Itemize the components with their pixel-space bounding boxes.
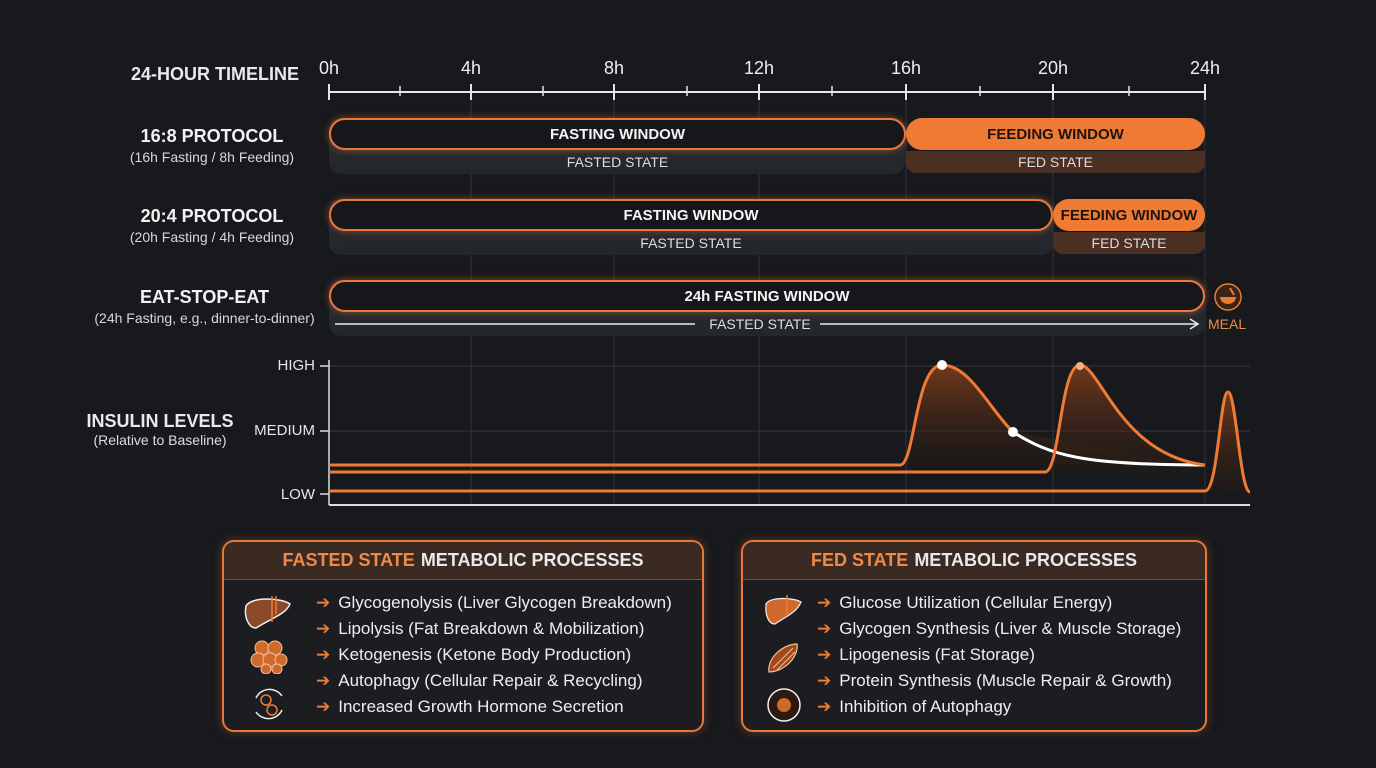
list-item: ➔ Increased Growth Hormone Secretion <box>316 694 672 720</box>
title-accent: FASTED STATE <box>282 550 415 570</box>
fat-cells-icon <box>250 640 288 674</box>
tick-12h: 12h <box>743 58 775 78</box>
arrow-right-icon: ➔ <box>316 593 331 612</box>
list-item: ➔ Protein Synthesis (Muscle Repair & Grow… <box>817 668 1181 694</box>
tick-16h: 16h <box>890 58 922 78</box>
fasted-state: FASTED STATE <box>709 316 811 332</box>
decay-marker <box>1008 427 1018 437</box>
list-item: ➔ Lipogenesis (Fat Storage) <box>817 642 1181 668</box>
protocol-title: 16:8 PROTOCOL <box>140 126 284 146</box>
tick-0h: 0h <box>318 58 340 78</box>
protocol-subtitle: (24h Fasting, e.g., dinner-to-dinner) <box>94 310 315 326</box>
timeline-title: 24-HOUR TIMELINE <box>130 64 299 84</box>
protocol-subtitle: (16h Fasting / 8h Feeding) <box>129 149 295 165</box>
curve-fill-20-4 <box>1045 365 1205 472</box>
liver-icon <box>765 595 802 625</box>
item-text: Increased Growth Hormone Secretion <box>338 697 624 716</box>
curve-fill-eat-stop-eat <box>1205 392 1250 492</box>
item-text: Lipolysis (Fat Breakdown & Mobilization) <box>338 619 645 638</box>
liver-icon <box>244 596 291 629</box>
feeding-window: FEEDING WINDOW <box>1053 199 1205 231</box>
peak-marker <box>1076 362 1084 370</box>
tick-20h: 20h <box>1037 58 1069 78</box>
fasted-processes-panel: FASTED STATE METABOLIC PROCESSES ➔ Glycoge… <box>222 540 704 732</box>
list-item: ➔ Glycogenolysis (Liver Glycogen Breakdow… <box>316 590 672 616</box>
peak-marker <box>937 360 947 370</box>
arrow-right-icon: ➔ <box>817 697 832 716</box>
item-text: Protein Synthesis (Muscle Repair & Growt… <box>839 671 1172 690</box>
item-text: Autophagy (Cellular Repair & Recycling) <box>338 671 643 690</box>
arrow-right-icon: ➔ <box>817 619 832 638</box>
insulin-title: INSULIN LEVELS <box>86 411 234 431</box>
process-list: ➔ Glucose Utilization (Cellular Energy) ➔… <box>817 590 1181 720</box>
protocol-20-4-label: 20:4 PROTOCOL (20h Fasting / 4h Feeding) <box>92 206 332 245</box>
y-label-high: HIGH <box>277 357 316 374</box>
title-rest: METABOLIC PROCESSES <box>914 550 1138 570</box>
title-rest: METABOLIC PROCESSES <box>420 550 644 570</box>
list-item: ➔ Lipolysis (Fat Breakdown & Mobilization… <box>316 616 672 642</box>
y-label-medium: MEDIUM <box>254 422 315 439</box>
arrow-right-icon: ➔ <box>316 619 331 638</box>
item-text: Glycogenolysis (Liver Glycogen Breakdown… <box>338 593 672 612</box>
arrow-right-icon: ➔ <box>316 671 331 690</box>
fasting-window: FASTING WINDOW <box>329 118 906 150</box>
item-text: Glucose Utilization (Cellular Energy) <box>839 593 1113 612</box>
insulin-label: INSULIN LEVELS (Relative to Baseline) <box>70 411 250 448</box>
list-item: ➔ Autophagy (Cellular Repair & Recycling) <box>316 668 672 694</box>
list-item: ➔ Inhibition of Autophagy <box>817 694 1181 720</box>
curve-fill-16-8 <box>900 365 1205 465</box>
item-text: Inhibition of Autophagy <box>839 697 1012 716</box>
list-item: ➔ Glucose Utilization (Cellular Energy) <box>817 590 1181 616</box>
cell-icon <box>767 688 801 722</box>
arrow-right-icon: ➔ <box>316 697 331 716</box>
tick-24h: 24h <box>1189 58 1221 78</box>
panel-title: FASTED STATE METABOLIC PROCESSES <box>224 542 702 580</box>
arrow-right-icon: ➔ <box>817 645 832 664</box>
protocol-subtitle: (20h Fasting / 4h Feeding) <box>129 229 295 245</box>
tick-8h: 8h <box>603 58 625 78</box>
item-text: Lipogenesis (Fat Storage) <box>839 645 1035 664</box>
protocol-title: 20:4 PROTOCOL <box>140 206 284 226</box>
insulin-curve-eat-stop-eat <box>329 390 1252 494</box>
timeline-axis <box>328 84 1206 100</box>
fed-processes-panel: FED STATE METABOLIC PROCESSES ➔ Glucose Ut… <box>741 540 1207 732</box>
meal-icon <box>1214 283 1242 311</box>
arrow-right-icon: ➔ <box>817 593 832 612</box>
protocol-16-8-label: 16:8 PROTOCOL (16h Fasting / 8h Feeding) <box>92 126 332 165</box>
panel-title: FED STATE METABOLIC PROCESSES <box>743 542 1205 580</box>
protocol-eat-stop-eat-label: EAT-STOP-EAT (24h Fasting, e.g., dinner-… <box>82 287 327 326</box>
fasting-window: FASTING WINDOW <box>329 199 1053 231</box>
meal-label: MEAL <box>1208 316 1247 332</box>
arrow-right-icon: ➔ <box>817 671 832 690</box>
tick-4h: 4h <box>460 58 482 78</box>
fasting-window: 24h FASTING WINDOW <box>329 280 1205 312</box>
title-accent: FED STATE <box>810 550 909 570</box>
item-text: Ketogenesis (Ketone Body Production) <box>338 645 632 664</box>
process-list: ➔ Glycogenolysis (Liver Glycogen Breakdow… <box>316 590 672 720</box>
fasted-state: FASTED STATE <box>566 154 669 170</box>
insulin-subtitle: (Relative to Baseline) <box>93 432 227 448</box>
fed-state: FED STATE <box>1053 232 1205 254</box>
feeding-window: FEEDING WINDOW <box>906 118 1205 150</box>
list-item: ➔ Ketogenesis (Ketone Body Production) <box>316 642 672 668</box>
protocol-title: EAT-STOP-EAT <box>139 287 269 307</box>
arrow-right-icon: ➔ <box>316 645 331 664</box>
fasted-state: FASTED STATE <box>640 235 742 251</box>
list-item: ➔ Glycogen Synthesis (Liver & Muscle Stor… <box>817 616 1181 642</box>
insulin-curve-16-8 <box>329 363 1015 467</box>
fed-state: FED STATE <box>906 151 1205 173</box>
autophagy-cycle-icon <box>255 688 283 720</box>
y-label-low: LOW <box>280 486 315 503</box>
item-text: Glycogen Synthesis (Liver & Muscle Stora… <box>839 619 1182 638</box>
insulin-curve-16-8-decay <box>1012 430 1206 467</box>
fasted-state-arrow <box>335 318 1200 330</box>
muscle-icon <box>768 643 798 673</box>
